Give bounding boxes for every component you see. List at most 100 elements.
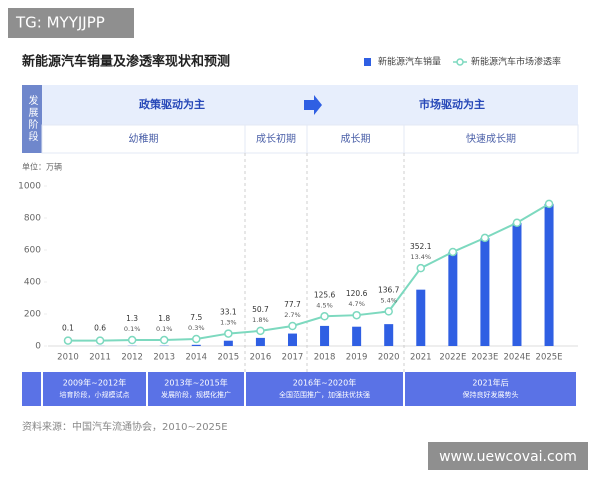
bar-value-label: 136.7 <box>378 285 400 294</box>
bar-value-label: 77.7 <box>284 300 301 309</box>
line-marker <box>384 307 393 316</box>
chart-title: 新能源汽车销量及渗透率现状和预测 <box>22 54 230 70</box>
period-desc: 保持良好发展势头 <box>463 390 519 399</box>
x-tick-label: 2020 <box>378 353 400 363</box>
line-marker <box>320 312 329 321</box>
bar-value-label: 33.1 <box>220 308 237 317</box>
bar-value-label: 120.6 <box>346 289 368 298</box>
bar <box>416 289 426 346</box>
line-marker <box>63 336 73 345</box>
line-value-label: 5.4% <box>380 296 397 304</box>
stage-row-label: 发展阶段 <box>26 94 38 143</box>
bar-value-label: 125.6 <box>314 290 336 299</box>
y-tick-label: 600 <box>24 246 41 256</box>
line-marker <box>480 233 490 243</box>
bar-value-label: 1.3 <box>126 314 138 323</box>
line <box>68 202 550 342</box>
bar-value-label: 1.8 <box>158 314 170 323</box>
x-tick-label: 2023E <box>471 353 498 363</box>
arrow <box>304 95 322 115</box>
period-years: 2016年~2020年 <box>293 378 356 388</box>
phase-cell <box>244 124 308 154</box>
bar <box>223 340 233 346</box>
x-tick-label: 2011 <box>89 353 111 363</box>
legend-swatch <box>364 58 371 66</box>
x-tick-label: 2021 <box>410 353 432 363</box>
bar <box>191 344 201 346</box>
phase-label: 幼稚期 <box>129 132 159 145</box>
line-value-label: 0.1% <box>124 325 141 333</box>
x-tick-label: 2015 <box>218 353 240 363</box>
line-marker <box>95 336 105 345</box>
bar <box>480 238 490 346</box>
driver-label: 政策驱动为主 <box>139 97 205 111</box>
x-tick-label: 2018 <box>314 353 336 363</box>
line-value-label: 1.8% <box>252 316 269 324</box>
y-tick-label: 800 <box>24 214 41 224</box>
bar-value-label: 0.6 <box>94 324 106 333</box>
period-desc: 培育阶段，小规模试点 <box>60 390 130 399</box>
line-marker <box>352 310 361 320</box>
line-marker <box>127 335 137 345</box>
line-marker <box>192 334 201 344</box>
line-marker <box>159 335 169 345</box>
bar <box>512 222 522 346</box>
line-value-label: 13.4% <box>410 253 431 261</box>
driver-label: 市场驱动为主 <box>419 97 485 111</box>
x-tick-label: 2010 <box>57 353 79 363</box>
phase-label: 成长期 <box>341 133 371 145</box>
footer-watermark: www.uewcovai.com <box>439 449 577 465</box>
x-tick-label: 2024E <box>503 353 530 363</box>
x-tick-label: 2013 <box>153 353 175 363</box>
source: 资料来源：中国汽车流通协会，2010~2025E <box>22 420 228 433</box>
x-tick-label: 2025E <box>536 353 563 363</box>
line-marker <box>512 218 522 228</box>
x-tick-label: 2016 <box>250 353 272 363</box>
bar-value-label: 7.5 <box>190 313 202 322</box>
x-tick-label: 2017 <box>282 353 304 363</box>
bar <box>448 252 458 346</box>
x-tick-label: 2019 <box>346 353 368 363</box>
line-marker <box>288 321 297 331</box>
unit-label: 单位：万辆 <box>22 162 62 172</box>
bar-value-label: 50.7 <box>252 305 269 314</box>
watermark: TG: MYYJJPP <box>15 14 105 32</box>
bar <box>255 337 265 346</box>
line-value-label: 4.5% <box>316 301 333 309</box>
stage-label-cell <box>22 85 42 153</box>
y-tick-label: 200 <box>24 310 41 320</box>
line-value-label: 2.7% <box>284 311 301 319</box>
bar <box>384 324 394 346</box>
y-tick-label: 1000 <box>18 182 41 192</box>
bar-value-label: 0.1 <box>62 324 74 333</box>
period-desc: 发展阶段，规模化推广 <box>161 390 231 399</box>
line-value-label: 0.1% <box>156 325 173 333</box>
period-band <box>22 372 577 406</box>
phase-label: 快速成长期 <box>466 133 516 145</box>
line-marker <box>448 247 458 257</box>
phase-cell <box>306 124 405 154</box>
period-years: 2021年后 <box>472 378 508 388</box>
phase-label: 成长初期 <box>256 132 296 145</box>
period-desc: 全国范围推广，加强扶优扶强 <box>279 390 370 399</box>
y-tick-label: 400 <box>24 278 41 288</box>
watermark-box <box>8 8 134 38</box>
period-years: 2013年~2015年 <box>164 378 227 388</box>
x-tick-label: 2014 <box>185 353 207 363</box>
legend-marker <box>456 58 464 66</box>
period-years: 2009年~2012年 <box>63 378 126 388</box>
line-marker <box>224 329 233 338</box>
line-marker <box>416 263 426 273</box>
bar <box>544 203 554 346</box>
phase-cell <box>403 124 579 154</box>
bar <box>320 325 330 346</box>
line-value-label: 1.3% <box>220 319 237 327</box>
legend-label: 新能源汽车销量 <box>378 56 441 68</box>
line-marker <box>256 326 265 336</box>
line-value-label: 0.3% <box>188 324 205 332</box>
bar <box>287 333 297 346</box>
bar-value-label: 352.1 <box>410 242 432 251</box>
x-tick-label: 2022E <box>439 353 466 363</box>
